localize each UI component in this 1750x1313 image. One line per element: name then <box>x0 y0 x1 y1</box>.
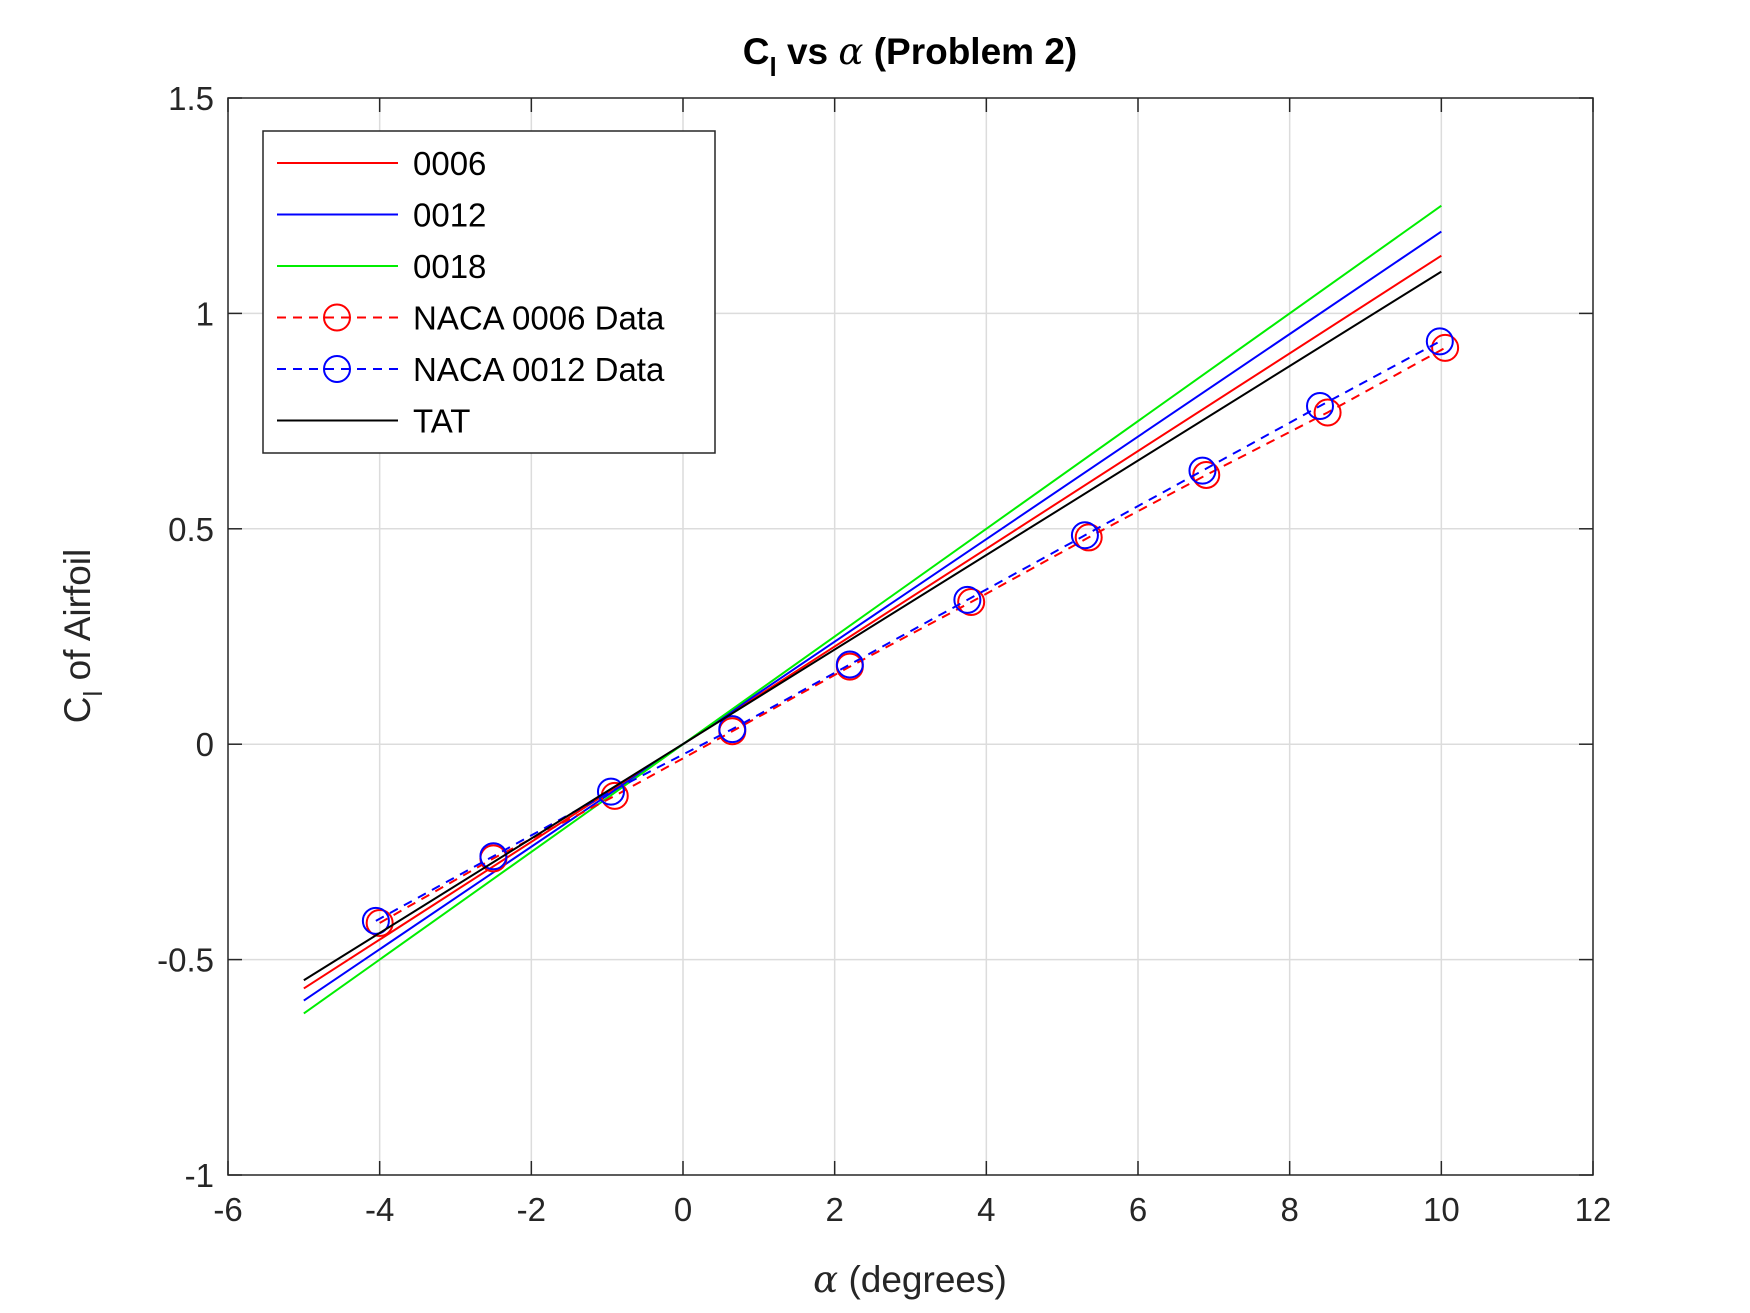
x-tick-label: -2 <box>517 1191 546 1228</box>
legend-entry: NACA 0006 Data <box>277 300 665 337</box>
chart-title: Cl vs α (Problem 2) <box>743 30 1078 82</box>
x-tick-label: 8 <box>1280 1191 1298 1228</box>
legend-box <box>262 130 716 454</box>
series-line <box>379 346 1446 924</box>
data-point <box>1431 333 1460 362</box>
legend-marker <box>323 303 351 332</box>
y-tick-label: 1.5 <box>168 80 214 117</box>
x-tick-label: 0 <box>674 1191 692 1228</box>
legend-entry: 0018 <box>277 248 486 285</box>
legend-entry: 0006 <box>277 145 486 182</box>
series-line <box>303 230 1442 1002</box>
ticks <box>227 97 1594 1176</box>
legend-label: 0018 <box>413 248 486 285</box>
series-line <box>303 270 1442 982</box>
axes-box <box>227 97 1594 1176</box>
data-point <box>1425 327 1454 356</box>
series-5 <box>303 270 1442 982</box>
data-point <box>835 650 864 679</box>
ylabel-main: C <box>57 696 98 723</box>
legend-entry: NACA 0012 Data <box>277 351 665 388</box>
x-tick-label: 6 <box>1129 1191 1147 1228</box>
data-point <box>1070 521 1099 550</box>
tick-labels: -6 -4 -2 0 2 4 6 8 10 12 -1 -0.5 0 0.5 1 1.5 <box>157 80 1611 1228</box>
data-point <box>1074 523 1103 552</box>
legend-marker <box>323 355 351 383</box>
data-point <box>361 906 390 935</box>
legend-entries: 0006 0012 0018 NACA 0006 Data NACA 0012 Data… <box>277 145 665 440</box>
series-2 <box>303 204 1442 1015</box>
title-end: (Problem 2) <box>863 31 1077 72</box>
grid <box>228 98 1593 1175</box>
series-line <box>303 204 1442 1015</box>
legend-label: TAT <box>413 403 470 440</box>
y-axis-label: Cl of Airfoil <box>57 549 108 723</box>
legend-label: NACA 0012 Data <box>413 351 665 388</box>
legend-entry: TAT <box>277 403 470 440</box>
title-mid: vs <box>777 31 839 72</box>
y-tick-label: 0 <box>196 726 214 763</box>
title-subscript: l <box>769 52 776 82</box>
xlabel-greek: α <box>813 1258 838 1301</box>
title-main: C <box>743 31 770 72</box>
x-tick-label: 2 <box>825 1191 843 1228</box>
title-greek: α <box>838 30 863 73</box>
legend: 0006 0012 0018 NACA 0006 Data NACA 0012 Data… <box>262 130 716 454</box>
data-point <box>718 715 747 744</box>
legend-entry: 0012 <box>277 197 486 234</box>
xlabel-text: (degrees) <box>838 1259 1007 1300</box>
legend-label: 0006 <box>413 145 486 182</box>
ylabel-text: of Airfoil <box>57 549 98 691</box>
data-point <box>479 842 508 871</box>
y-tick-label: 1 <box>196 295 214 332</box>
series-line <box>375 340 1441 922</box>
data-point <box>596 777 625 806</box>
series-line <box>303 254 1442 990</box>
data-point <box>1306 392 1334 421</box>
data-point <box>1188 456 1217 485</box>
x-tick-label: -4 <box>365 1191 394 1228</box>
x-tick-label: 12 <box>1575 1191 1612 1228</box>
x-tick-label: 4 <box>977 1191 995 1228</box>
series-1 <box>303 230 1442 1002</box>
legend-label: NACA 0006 Data <box>413 300 665 337</box>
data-point <box>957 588 986 617</box>
legend-label: 0012 <box>413 197 486 234</box>
y-tick-label: -1 <box>185 1157 214 1194</box>
ylabel-subscript: l <box>78 691 108 697</box>
data-point <box>365 908 394 937</box>
data-point <box>1313 398 1342 427</box>
y-tick-label: 0.5 <box>168 511 214 548</box>
series-4 <box>361 327 1454 935</box>
x-axis-label: α (degrees) <box>813 1258 1007 1301</box>
data-point <box>953 585 982 614</box>
series-layer <box>303 204 1460 1015</box>
y-tick-label: -0.5 <box>157 942 214 979</box>
x-tick-label: -6 <box>213 1191 242 1228</box>
x-tick-label: 10 <box>1423 1191 1460 1228</box>
series-0 <box>303 254 1442 990</box>
